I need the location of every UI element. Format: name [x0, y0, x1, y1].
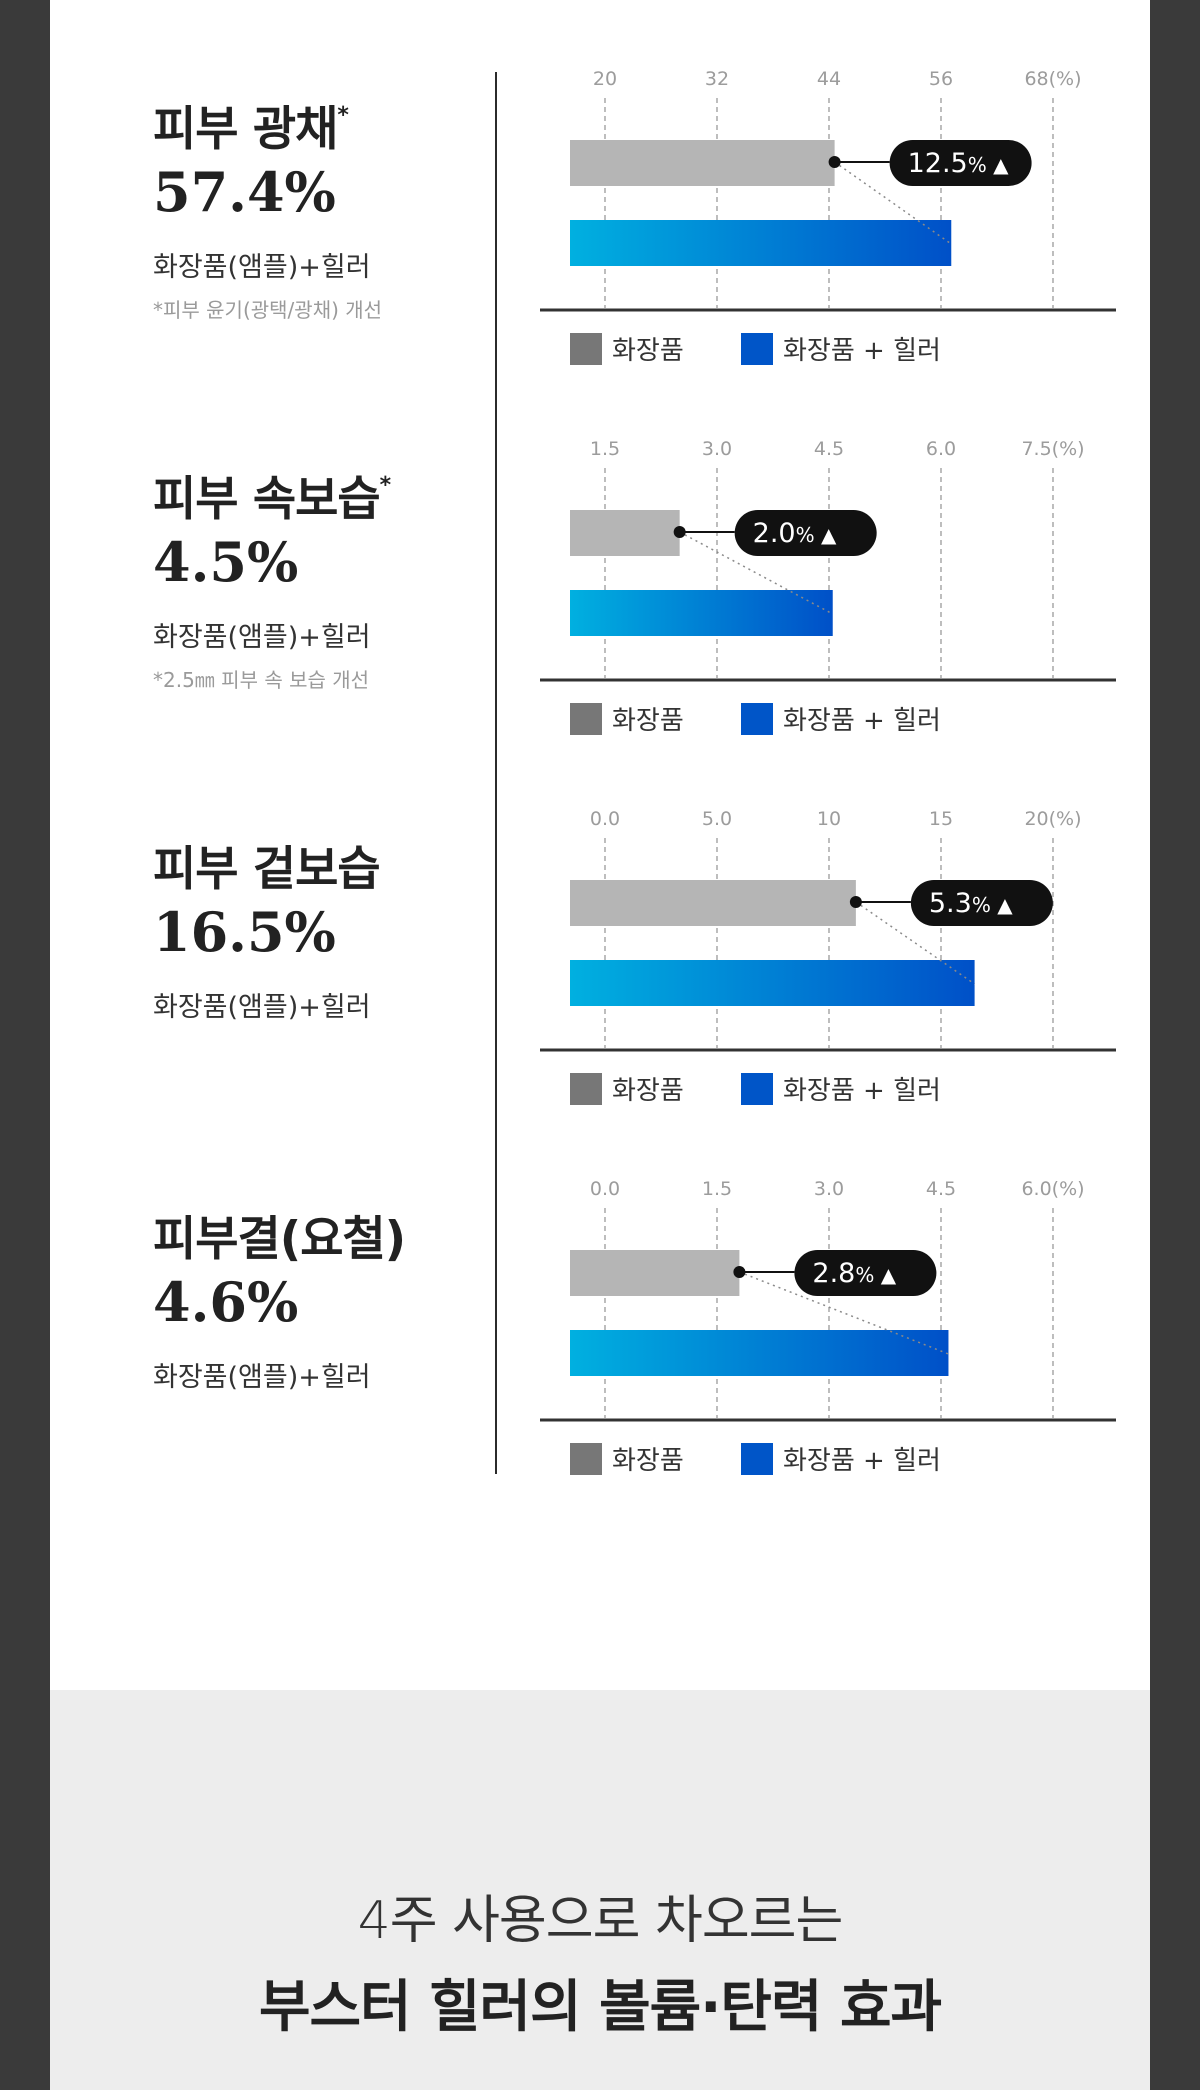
legend-swatch-cosmetic [570, 1073, 602, 1105]
tick-label: 6.0 [926, 440, 956, 460]
legend-swatch-healer [741, 703, 773, 735]
metric-title: 피부 겉보습 [153, 842, 381, 897]
difference-badge [794, 1250, 937, 1296]
connector-line [739, 1271, 949, 1355]
title-mark: * [379, 473, 391, 499]
metric-subtitle: 화장품(앰플)+힐러 [153, 992, 371, 1023]
legend-label-healer: 화장품 + 힐러 [783, 706, 941, 736]
badge-dot [849, 896, 862, 908]
bar-cosmetic [570, 1250, 740, 1296]
metric-title: 피부 속보습* [153, 472, 391, 527]
difference-badge [889, 140, 1032, 186]
metric-subtitle: 화장품(앰플)+힐러 [153, 622, 371, 653]
metric-value: 4.6% [153, 1270, 299, 1334]
metric-value: 4.5% [153, 530, 299, 594]
tick-label: 32 [705, 70, 729, 90]
metric-value: 16.5% [153, 900, 336, 964]
legend-swatch-cosmetic [570, 333, 602, 365]
chart-svg: 20 32 44 56 68(%) 12.5% ▲ 화장품 화장품 + 힐러 [540, 70, 1116, 366]
bottom-banner: 4주 사용으로 차오르는 부스터 힐러의 볼륨·탄력 효과 [50, 1690, 1150, 2090]
tick-label: 15 [929, 810, 953, 830]
tick-label: 4.5 [926, 1180, 956, 1200]
tick-label: 7.5(%) [1021, 440, 1084, 460]
tick-label: 0.0 [590, 1180, 620, 1200]
legend-swatch-healer [741, 1443, 773, 1475]
badge-dot [733, 1266, 746, 1278]
tick-label: 44 [817, 70, 841, 90]
tick-label: 4.5 [814, 440, 844, 460]
connector-line [855, 901, 976, 985]
legend-label-cosmetic: 화장품 [612, 1446, 684, 1476]
difference-badge [910, 880, 1053, 926]
badge-value: 2.8% ▲ [812, 1258, 896, 1289]
legend-label-healer: 화장품 + 힐러 [783, 1076, 941, 1106]
difference-badge [734, 510, 877, 556]
bar-chart-surface-moisture: 0.0 5.0 10 15 20(%) 5.3% ▲ 화장품 화장품 + 힐러 [490, 810, 1130, 1180]
legend-swatch-cosmetic [570, 1443, 602, 1475]
legend-swatch-healer [741, 1073, 773, 1105]
tick-label: 0.0 [590, 810, 620, 830]
legend-label-healer: 화장품 + 힐러 [783, 336, 941, 366]
vertical-divider [495, 72, 497, 1474]
badge-dot [673, 526, 686, 538]
chart-svg: 0.0 1.5 3.0 4.5 6.0(%) 2.8% ▲ 화장품 화장품 + 힐러 [540, 1180, 1116, 1476]
metric-block-deep-moisture: 피부 속보습* 4.5% 화장품(앰플)+힐러 *2.5㎜ 피부 속 보습 개선… [50, 440, 1150, 810]
tick-label: 1.5 [590, 440, 620, 460]
metric-note: *2.5㎜ 피부 속 보습 개선 [153, 668, 370, 692]
bar-cosmetic-healer [570, 220, 952, 266]
chart-svg: 0.0 5.0 10 15 20(%) 5.3% ▲ 화장품 화장품 + 힐러 [540, 810, 1116, 1106]
title-mark: * [337, 103, 348, 129]
tick-label: 20(%) [1024, 810, 1081, 830]
tick-label: 5.0 [702, 810, 732, 830]
metric-title: 피부 광채* [153, 102, 349, 157]
legend-label-cosmetic: 화장품 [612, 336, 684, 366]
bar-chart-gloss: 20 32 44 56 68(%) 12.5% ▲ 화장품 화장품 + 힐러 [490, 70, 1130, 440]
bar-chart-deep-moisture: 1.5 3.0 4.5 6.0 7.5(%) 2.0% ▲ 화장품 화장품 + 힐러 [490, 440, 1130, 810]
legend-swatch-healer [741, 333, 773, 365]
content-card: 피부 광채* 57.4% 화장품(앰플)+힐러 *피부 윤기(광택/광채) 개선… [50, 0, 1150, 2090]
metric-block-gloss: 피부 광채* 57.4% 화장품(앰플)+힐러 *피부 윤기(광택/광채) 개선… [50, 70, 1150, 440]
metric-note: *피부 윤기(광택/광채) 개선 [153, 298, 383, 322]
metric-value: 57.4% [153, 160, 336, 224]
legend-label-healer: 화장품 + 힐러 [783, 1446, 941, 1476]
metric-subtitle: 화장품(앰플)+힐러 [153, 1362, 371, 1393]
badge-value: 5.3% ▲ [929, 888, 1013, 919]
bar-cosmetic [570, 880, 856, 926]
badge-dot [828, 156, 841, 168]
metric-title: 피부결(요철) [153, 1212, 406, 1267]
chart-svg: 1.5 3.0 4.5 6.0 7.5(%) 2.0% ▲ 화장품 화장품 + 힐러 [540, 440, 1116, 736]
metric-block-texture: 피부결(요철) 4.6% 화장품(앰플)+힐러 0.0 1.5 3.0 4.5 6.0(… [50, 1180, 1150, 1550]
bar-chart-texture: 0.0 1.5 3.0 4.5 6.0(%) 2.8% ▲ 화장품 화장품 + 힐러 [490, 1180, 1130, 1550]
tick-label: 3.0 [814, 1180, 844, 1200]
tick-label: 1.5 [702, 1180, 732, 1200]
bar-cosmetic-healer [570, 960, 975, 1006]
bar-cosmetic [570, 510, 680, 556]
badge-value: 2.0% ▲ [753, 518, 837, 549]
connector-line [679, 531, 834, 615]
legend-swatch-cosmetic [570, 703, 602, 735]
tick-label: 20 [593, 70, 617, 90]
tick-label: 56 [929, 70, 953, 90]
tick-label: 6.0(%) [1021, 1180, 1084, 1200]
legend-label-cosmetic: 화장품 [612, 1076, 684, 1106]
bar-cosmetic-healer [570, 1330, 949, 1376]
banner-subheading: 4주 사용으로 차오르는 [357, 1891, 844, 1951]
bar-cosmetic [570, 140, 835, 186]
tick-label: 10 [817, 810, 841, 830]
bar-cosmetic-healer [570, 590, 833, 636]
metric-subtitle: 화장품(앰플)+힐러 [153, 252, 371, 283]
metric-block-surface-moisture: 피부 겉보습 16.5% 화장품(앰플)+힐러 0.0 5.0 10 15 20(%) 5… [50, 810, 1150, 1180]
tick-label: 68(%) [1024, 70, 1081, 90]
banner-heading: 부스터 힐러의 볼륨·탄력 효과 [258, 1975, 942, 2040]
tick-label: 3.0 [702, 440, 732, 460]
badge-value: 12.5% ▲ [908, 148, 1010, 179]
legend-label-cosmetic: 화장품 [612, 706, 684, 736]
